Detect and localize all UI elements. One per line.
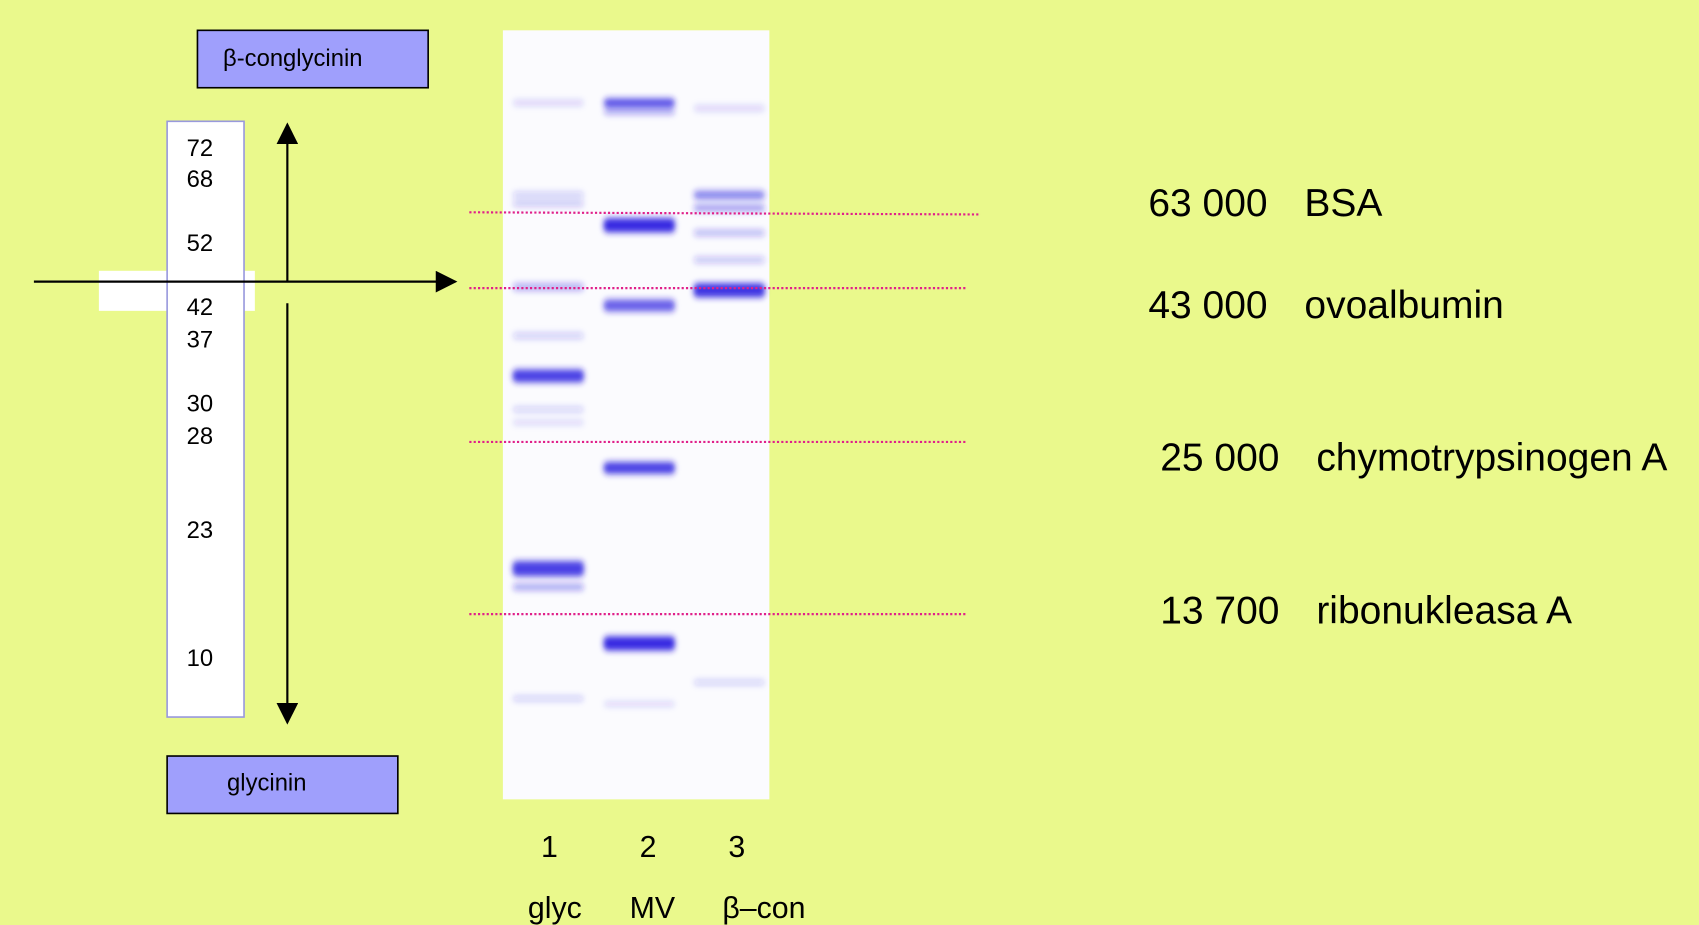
band bbox=[604, 462, 675, 474]
ladder-label: 72 bbox=[187, 135, 214, 162]
band bbox=[694, 105, 765, 111]
box-label: glycinin bbox=[227, 769, 306, 796]
band bbox=[513, 192, 584, 198]
lane-number: 3 bbox=[728, 831, 745, 864]
page: β-conglycinin glycinin 72685242373028231… bbox=[0, 0, 1699, 925]
band bbox=[604, 218, 675, 232]
slide: β-conglycinin glycinin 72685242373028231… bbox=[0, 0, 1699, 925]
band bbox=[513, 561, 584, 576]
ladder-box bbox=[167, 121, 244, 717]
lane-name: glyc bbox=[528, 892, 582, 925]
band bbox=[604, 701, 675, 706]
band bbox=[513, 420, 584, 425]
band bbox=[513, 696, 584, 701]
band bbox=[694, 283, 765, 297]
ladder-label: 52 bbox=[187, 230, 214, 257]
ladder-label: 23 bbox=[187, 517, 214, 544]
lane-number: 2 bbox=[640, 831, 657, 864]
ladder-label: 30 bbox=[187, 390, 214, 417]
ladder-label: 68 bbox=[187, 166, 214, 193]
band bbox=[604, 636, 675, 650]
band bbox=[604, 299, 675, 311]
band bbox=[694, 257, 765, 263]
standard-name: ovoalbumin bbox=[1304, 284, 1503, 327]
standard-mass: 63 000 bbox=[1148, 182, 1267, 225]
lane-name: β–con bbox=[722, 892, 805, 925]
band bbox=[694, 680, 765, 685]
lane-number: 1 bbox=[541, 831, 558, 864]
standard-mass: 13 700 bbox=[1160, 589, 1279, 632]
band bbox=[604, 99, 675, 108]
standard-mass: 25 000 bbox=[1160, 437, 1279, 480]
band bbox=[694, 191, 765, 200]
band bbox=[513, 369, 584, 382]
standard-name: BSA bbox=[1304, 182, 1382, 225]
ladder-label: 37 bbox=[187, 326, 214, 353]
band bbox=[513, 100, 584, 106]
band bbox=[513, 407, 584, 412]
standard-name: chymotrypsinogen A bbox=[1316, 437, 1667, 480]
lane-name: MV bbox=[630, 892, 676, 925]
standard-name: ribonukleasa A bbox=[1316, 589, 1572, 632]
band bbox=[694, 230, 765, 236]
standard-mass: 43 000 bbox=[1148, 284, 1267, 327]
band bbox=[513, 333, 584, 339]
ladder-label: 28 bbox=[187, 423, 214, 450]
band bbox=[604, 109, 675, 114]
band bbox=[513, 201, 584, 206]
ladder-label: 10 bbox=[187, 645, 214, 672]
band bbox=[694, 205, 765, 211]
box-label: β-conglycinin bbox=[223, 45, 362, 72]
ladder-label: 42 bbox=[187, 294, 214, 321]
band bbox=[513, 584, 584, 590]
